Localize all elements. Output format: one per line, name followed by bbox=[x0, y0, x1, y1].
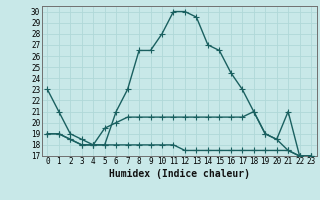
X-axis label: Humidex (Indice chaleur): Humidex (Indice chaleur) bbox=[109, 169, 250, 179]
